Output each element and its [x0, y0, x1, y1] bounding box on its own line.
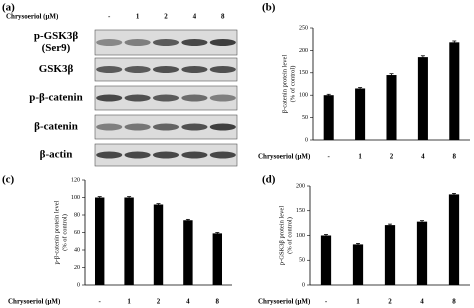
x-tick-label: 4 — [186, 298, 190, 306]
lane-label: - — [108, 13, 111, 21]
y-tick-label: 150 — [299, 70, 308, 76]
y-tick-label: 60 — [74, 230, 80, 236]
bar — [386, 75, 397, 140]
y-axis-label: β-catenin protein level — [281, 55, 288, 114]
y-tick-label: 100 — [296, 233, 305, 239]
blot-band — [181, 39, 208, 46]
treatment-label: Chrysoeriol (μM) — [6, 13, 59, 21]
x-tick-label: - — [328, 153, 331, 161]
blot-band — [96, 66, 123, 73]
blot-band — [181, 123, 208, 131]
bar — [355, 88, 366, 140]
blot-band — [181, 151, 208, 159]
y-axis-label: (% of control) — [61, 214, 68, 251]
y-tick-label: 200 — [296, 183, 305, 189]
panel-label: (a) — [2, 2, 15, 14]
lane-label: 8 — [221, 13, 225, 21]
y-tick-label: 120 — [71, 177, 80, 183]
y-tick-label: 50 — [299, 258, 305, 264]
bar — [94, 197, 105, 285]
x-tick-label: 2 — [390, 153, 394, 161]
blot-band — [124, 123, 151, 131]
y-tick-label: 0 — [77, 282, 80, 288]
bar — [183, 220, 193, 285]
bar — [124, 197, 134, 285]
x-tick-label: 8 — [216, 298, 220, 306]
y-tick-label: 50 — [302, 115, 308, 121]
row-label: β-actin — [40, 149, 73, 161]
x-tick-label: 4 — [420, 298, 424, 306]
x-tick-label: 1 — [356, 298, 360, 306]
x-tick-label: 2 — [157, 298, 161, 306]
blot-band — [209, 39, 236, 46]
x-axis-label: Chrysoeriol (μM) — [258, 153, 311, 161]
blot-band — [181, 94, 208, 102]
lane-label: 2 — [164, 13, 168, 21]
lane-label: 1 — [136, 13, 140, 21]
blot-band — [209, 151, 236, 159]
blot-band — [96, 94, 123, 102]
blot-band — [209, 66, 236, 73]
row-label: β-catenin — [34, 121, 78, 133]
blot-band — [152, 39, 180, 46]
row-label: p-β-catenin — [29, 92, 82, 104]
lane-label: 4 — [193, 13, 197, 21]
y-tick-label: 150 — [296, 208, 305, 214]
blot-band — [96, 151, 123, 159]
bar — [320, 235, 332, 285]
x-tick-label: 1 — [127, 298, 131, 306]
y-axis-label: (% of control) — [286, 217, 293, 254]
blot-band — [152, 151, 180, 159]
bar — [323, 95, 334, 140]
y-tick-label: 100 — [299, 93, 308, 99]
blot-band — [181, 66, 208, 73]
x-tick-label: 8 — [453, 153, 457, 161]
x-axis-label: Chrysoeriol (μM) — [8, 298, 61, 306]
y-tick-label: 100 — [71, 195, 80, 201]
x-axis-label: Chrysoeriol (μM) — [258, 298, 311, 306]
y-axis-label: p-GSK3β protein level — [278, 206, 285, 265]
y-tick-label: 80 — [74, 212, 80, 218]
bar — [448, 194, 460, 285]
blot-band — [209, 94, 236, 102]
y-tick-label: 20 — [74, 265, 80, 271]
blot-band — [152, 66, 180, 73]
row-label: GSK3β — [39, 63, 74, 75]
bar — [384, 225, 396, 285]
blot-band — [209, 123, 236, 131]
blot-band — [124, 94, 151, 102]
panel-label: (c) — [2, 174, 15, 186]
blot-band — [124, 66, 151, 73]
bar — [352, 244, 364, 285]
row-label: (Ser9) — [42, 42, 71, 54]
blot-band — [152, 123, 180, 131]
bar — [417, 57, 428, 141]
y-tick-label: 0 — [302, 282, 305, 288]
x-tick-label: - — [325, 298, 328, 306]
y-axis-label: p-β-catenin protein level — [53, 200, 60, 264]
blot-band — [96, 123, 123, 131]
blot-band — [124, 39, 151, 46]
blot-band — [124, 151, 151, 159]
bar — [449, 42, 460, 140]
x-tick-label: 2 — [388, 298, 392, 306]
y-tick-label: 200 — [299, 48, 308, 54]
y-tick-label: 0 — [305, 137, 308, 143]
x-tick-label: 1 — [358, 153, 362, 161]
y-tick-label: 40 — [74, 247, 80, 253]
x-tick-label: 8 — [452, 298, 456, 306]
panel-label: (d) — [262, 174, 276, 186]
blot-band — [152, 94, 180, 102]
y-axis-label: (% of control) — [289, 66, 296, 103]
bar — [153, 204, 164, 285]
x-tick-label: - — [99, 298, 102, 306]
panel-label: (b) — [262, 2, 276, 14]
blot-band — [96, 39, 123, 46]
bar — [212, 233, 223, 285]
x-tick-label: 4 — [421, 153, 425, 161]
row-label: p-GSK3β — [34, 30, 79, 42]
bar — [416, 221, 428, 285]
y-tick-label: 250 — [299, 25, 308, 31]
